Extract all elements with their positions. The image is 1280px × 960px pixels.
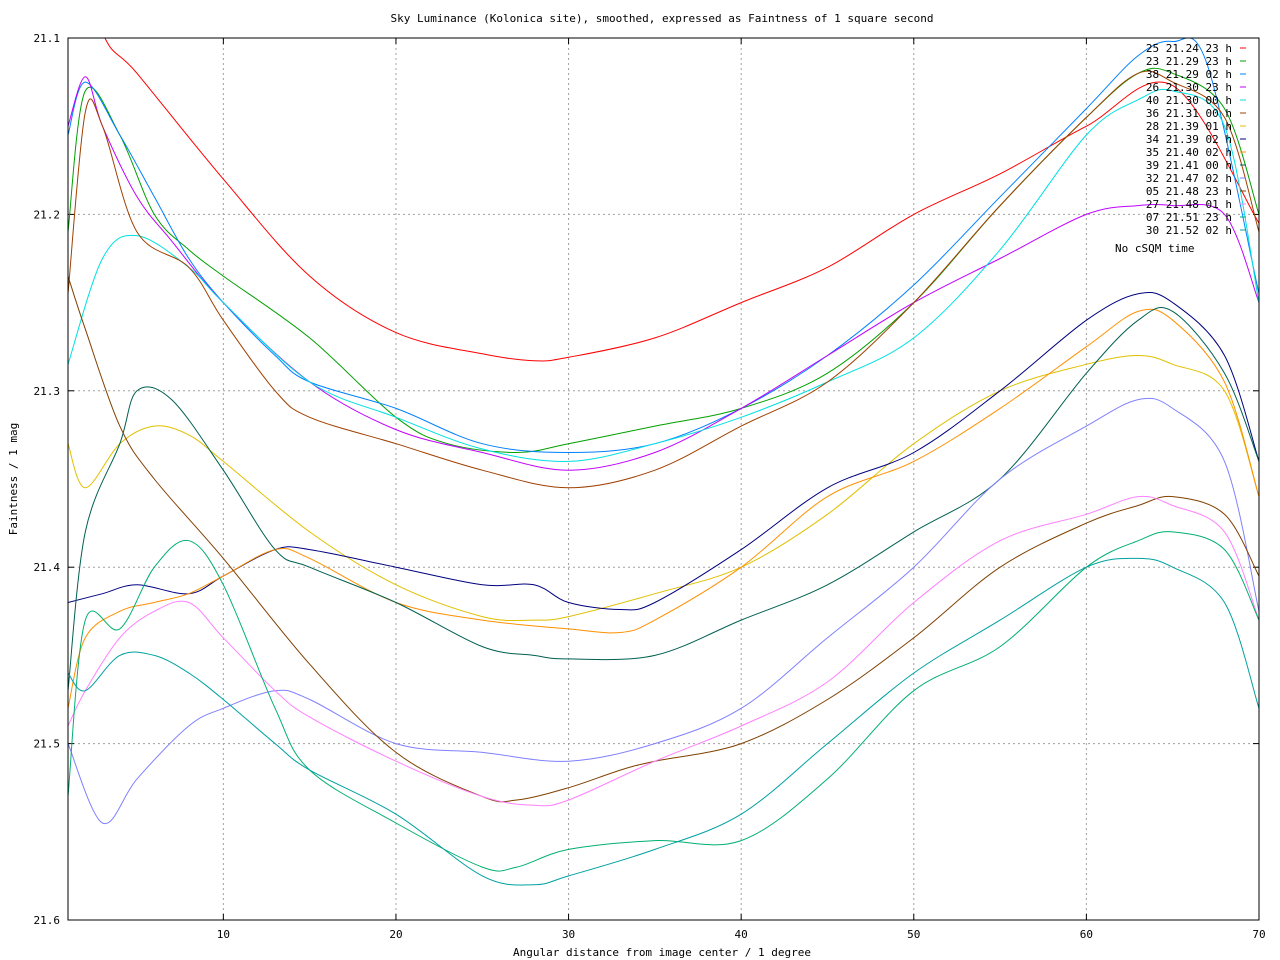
legend: 25 21.24 23 h23 21.29 23 h38 21.29 02 h2… — [1115, 42, 1246, 255]
series-line — [68, 67, 1259, 454]
y-tick-label: 21.5 — [34, 738, 61, 751]
x-tick-label: 40 — [735, 928, 748, 941]
y-tick-label: 21.4 — [34, 561, 61, 574]
series-line — [68, 397, 1259, 825]
series-line — [68, 76, 1259, 471]
y-tick-label: 21.3 — [34, 385, 61, 398]
legend-entry-label: 05 21.48 23 h — [1146, 185, 1232, 198]
series-line — [68, 275, 1259, 803]
legend-entry-label: 32 21.47 02 h — [1146, 172, 1232, 185]
series-line — [68, 308, 1259, 709]
axis-ticks: 10 20 30 40 50 60 70 21.1 21.2 21.3 21.4 21.5 21.6 — [34, 32, 1266, 941]
legend-entry-label: 26 21.30 23 h — [1146, 81, 1232, 94]
x-tick-label: 70 — [1252, 928, 1265, 941]
x-tick-label: 20 — [389, 928, 402, 941]
legend-footer: No cSQM time — [1115, 242, 1194, 255]
x-tick-label: 60 — [1080, 928, 1093, 941]
plot-frame — [67, 37, 1260, 921]
legend-entry-label: 39 21.41 00 h — [1146, 159, 1232, 172]
y-axis-label: Faintness / 1 mag — [7, 423, 20, 536]
legend-entry-label: 34 21.39 02 h — [1146, 133, 1232, 146]
legend-entry-label: 07 21.51 23 h — [1146, 211, 1232, 224]
series-line — [68, 38, 1259, 454]
legend-entry-label: 30 21.52 02 h — [1146, 224, 1232, 237]
series-lines — [68, 38, 1259, 886]
legend-entry-label: 23 21.29 23 h — [1146, 55, 1232, 68]
x-axis-label: Angular distance from image center / 1 d… — [513, 946, 811, 959]
series-line — [68, 531, 1259, 872]
legend-entry-label: 25 21.24 23 h — [1146, 42, 1232, 55]
y-tick-label: 21.2 — [34, 208, 61, 221]
y-tick-label: 21.1 — [34, 32, 61, 45]
series-line — [68, 307, 1259, 691]
y-tick-label: 21.6 — [34, 914, 61, 927]
x-tick-label: 30 — [562, 928, 575, 941]
series-line — [68, 70, 1259, 489]
legend-entry-label: 40 21.30 00 h — [1146, 94, 1232, 107]
legend-entry-label: 27 21.48 01 h — [1146, 198, 1232, 211]
grid — [68, 38, 1259, 920]
legend-entry-label: 36 21.31 00 h — [1146, 107, 1232, 120]
legend-entry-label: 35 21.40 02 h — [1146, 146, 1232, 159]
x-tick-label: 10 — [217, 928, 230, 941]
series-line — [68, 495, 1259, 807]
series-line — [104, 38, 1259, 362]
x-tick-label: 50 — [907, 928, 920, 941]
series-line — [68, 557, 1259, 886]
legend-entry-label: 28 21.39 01 h — [1146, 120, 1232, 133]
series-line — [68, 88, 1259, 462]
legend-entry-label: 38 21.29 02 h — [1146, 68, 1232, 81]
series-line — [68, 354, 1259, 622]
chart-title: Sky Luminance (Kolonica site), smoothed,… — [390, 12, 933, 25]
